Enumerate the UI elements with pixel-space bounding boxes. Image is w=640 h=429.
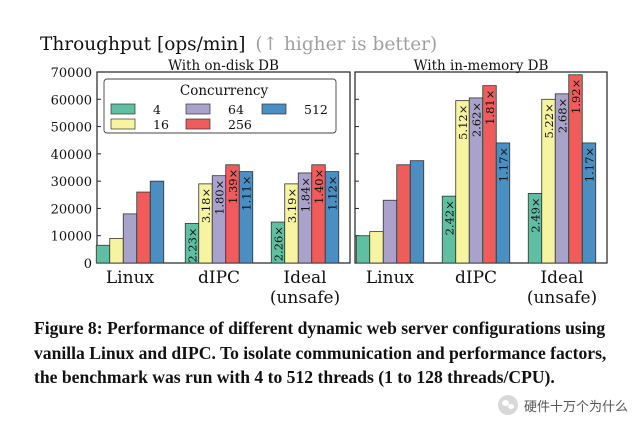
y-tick-label: 30000 [51,175,92,190]
chart-panel-2: With in-memory DB Linux 2.42× 5.12× 2.62× 1.8… [354,58,608,308]
chart-panel-1: With on-disk DB Linux 2.23× 3.18× 1.80× 1.39×… [95,58,351,308]
category-label: (unsafe) [527,288,597,308]
bar-512 [495,142,511,264]
bar-512 [409,160,425,264]
category-label: Ideal [540,268,583,288]
speedup-label: 2.62× [470,102,484,137]
legend-swatch-64 [185,103,211,115]
legend-label-64: 64 [228,102,244,117]
bar-16 [369,231,384,264]
y-tick-label: 20000 [51,202,92,217]
speedup-label: 5.22× [542,103,556,138]
speedup-label: 1.40× [312,169,326,204]
throughput-chart-figure: Throughput [ops/min] (↑ higher is better… [40,34,608,308]
bar-256 [136,191,151,264]
watermark-text: 硬件十万个为什么 [523,399,628,415]
legend-label-512: 512 [304,102,328,117]
speedup-label: 1.92× [569,79,583,114]
bar-64 [122,213,138,264]
bar-512 [324,171,340,264]
legend-label-256: 256 [228,117,252,132]
legend-title: Concurrency [180,83,269,99]
panel-title: With in-memory DB [414,58,549,74]
chart-title: Throughput [ops/min] (↑ higher is better… [40,34,437,55]
category-label: Linux [106,268,155,288]
y-tick-label: 50000 [51,121,92,136]
speedup-label: 1.11× [240,176,254,211]
speedup-label: 2.26× [272,226,286,261]
category-label: (unsafe) [270,288,340,308]
speedup-label: 1.80× [213,180,227,215]
chart-title-main: Throughput [ops/min] [40,34,246,55]
figure-caption: Figure 8: Performance of different dynam… [34,318,607,387]
legend-swatch-16 [110,118,136,130]
y-tick-label: 70000 [51,66,92,81]
y-tick-label: 40000 [51,148,92,163]
category-label: Linux [366,268,415,288]
legend-frame [103,78,337,134]
speedup-label: 1.17× [497,147,511,182]
y-tick-label: 0 [84,257,92,272]
panel-title: With on-disk DB [168,58,279,74]
wechat-icon [497,395,518,415]
legend-swatch-256 [185,118,211,130]
bar-4 [95,244,111,264]
speedup-label: 5.12× [456,105,470,140]
speedup-label: 3.18× [199,188,213,223]
legend-label-4: 4 [153,102,161,117]
speedup-label: 2.23× [186,227,200,262]
category-label: Ideal [283,268,326,288]
bar-4 [355,235,371,264]
bar-512 [581,142,597,264]
category-label: dIPC [455,268,497,288]
speedup-label: 2.42× [443,200,457,235]
chart-title-note: (↑ higher is better) [255,34,437,55]
speedup-label: 2.49× [529,197,543,232]
bar-256 [396,164,411,264]
watermark: 硬件十万个为什么 [497,395,628,415]
speedup-label: 2.68× [556,98,570,133]
legend-label-16: 16 [153,117,169,132]
speedup-label: 1.39× [226,169,240,204]
y-tick-label: 60000 [51,93,92,108]
category-label: dIPC [198,268,240,288]
speedup-label: 1.81× [483,90,497,125]
speedup-label: 1.84× [299,177,313,212]
speedup-label: 3.19× [285,188,299,223]
bar-16 [109,238,124,264]
y-tick-label: 10000 [51,230,92,245]
bar-512 [238,171,254,264]
legend-swatch-512 [261,103,287,115]
bar-64 [382,199,398,264]
bar-512 [149,180,165,264]
speedup-label: 1.12× [326,176,340,211]
legend-swatch-4 [110,103,136,115]
speedup-label: 1.17× [583,147,597,182]
